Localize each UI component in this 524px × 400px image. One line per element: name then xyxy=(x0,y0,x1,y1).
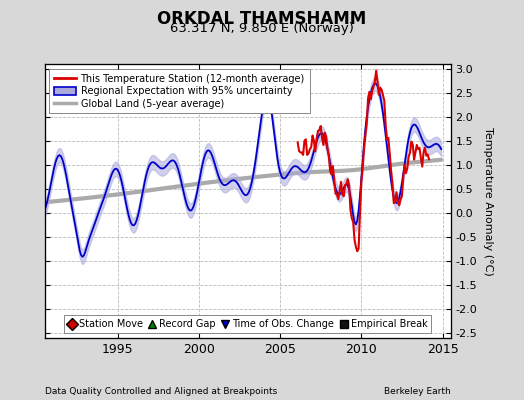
Text: 63.317 N, 9.850 E (Norway): 63.317 N, 9.850 E (Norway) xyxy=(170,22,354,35)
Text: Berkeley Earth: Berkeley Earth xyxy=(384,387,451,396)
Text: ORKDAL THAMSHAMM: ORKDAL THAMSHAMM xyxy=(157,10,367,28)
Y-axis label: Temperature Anomaly (°C): Temperature Anomaly (°C) xyxy=(483,127,493,275)
Text: Data Quality Controlled and Aligned at Breakpoints: Data Quality Controlled and Aligned at B… xyxy=(45,387,277,396)
Legend: Station Move, Record Gap, Time of Obs. Change, Empirical Break: Station Move, Record Gap, Time of Obs. C… xyxy=(64,315,431,333)
